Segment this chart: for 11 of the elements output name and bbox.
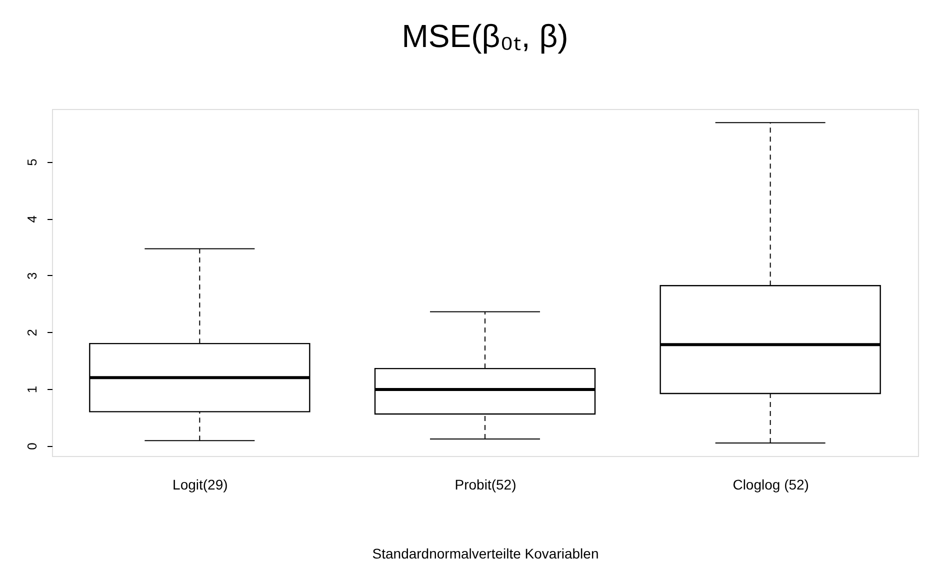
y-tick-label: 4 — [24, 215, 40, 223]
x-tick-label: Logit(29) — [172, 476, 228, 492]
y-tick-label: 0 — [24, 442, 40, 450]
x-tick-label: Cloglog (52) — [732, 476, 809, 492]
x-tick-label: Probit(52) — [454, 476, 516, 492]
y-tick-label: 1 — [24, 386, 40, 394]
y-tick-label: 2 — [24, 329, 40, 336]
chart-title: MSE(β₀ₜ, β) — [402, 18, 568, 54]
y-tick-label: 5 — [24, 158, 40, 166]
x-axis-title: Standardnormalverteilte Kovariablen — [372, 546, 599, 562]
y-tick-label: 3 — [24, 272, 40, 280]
